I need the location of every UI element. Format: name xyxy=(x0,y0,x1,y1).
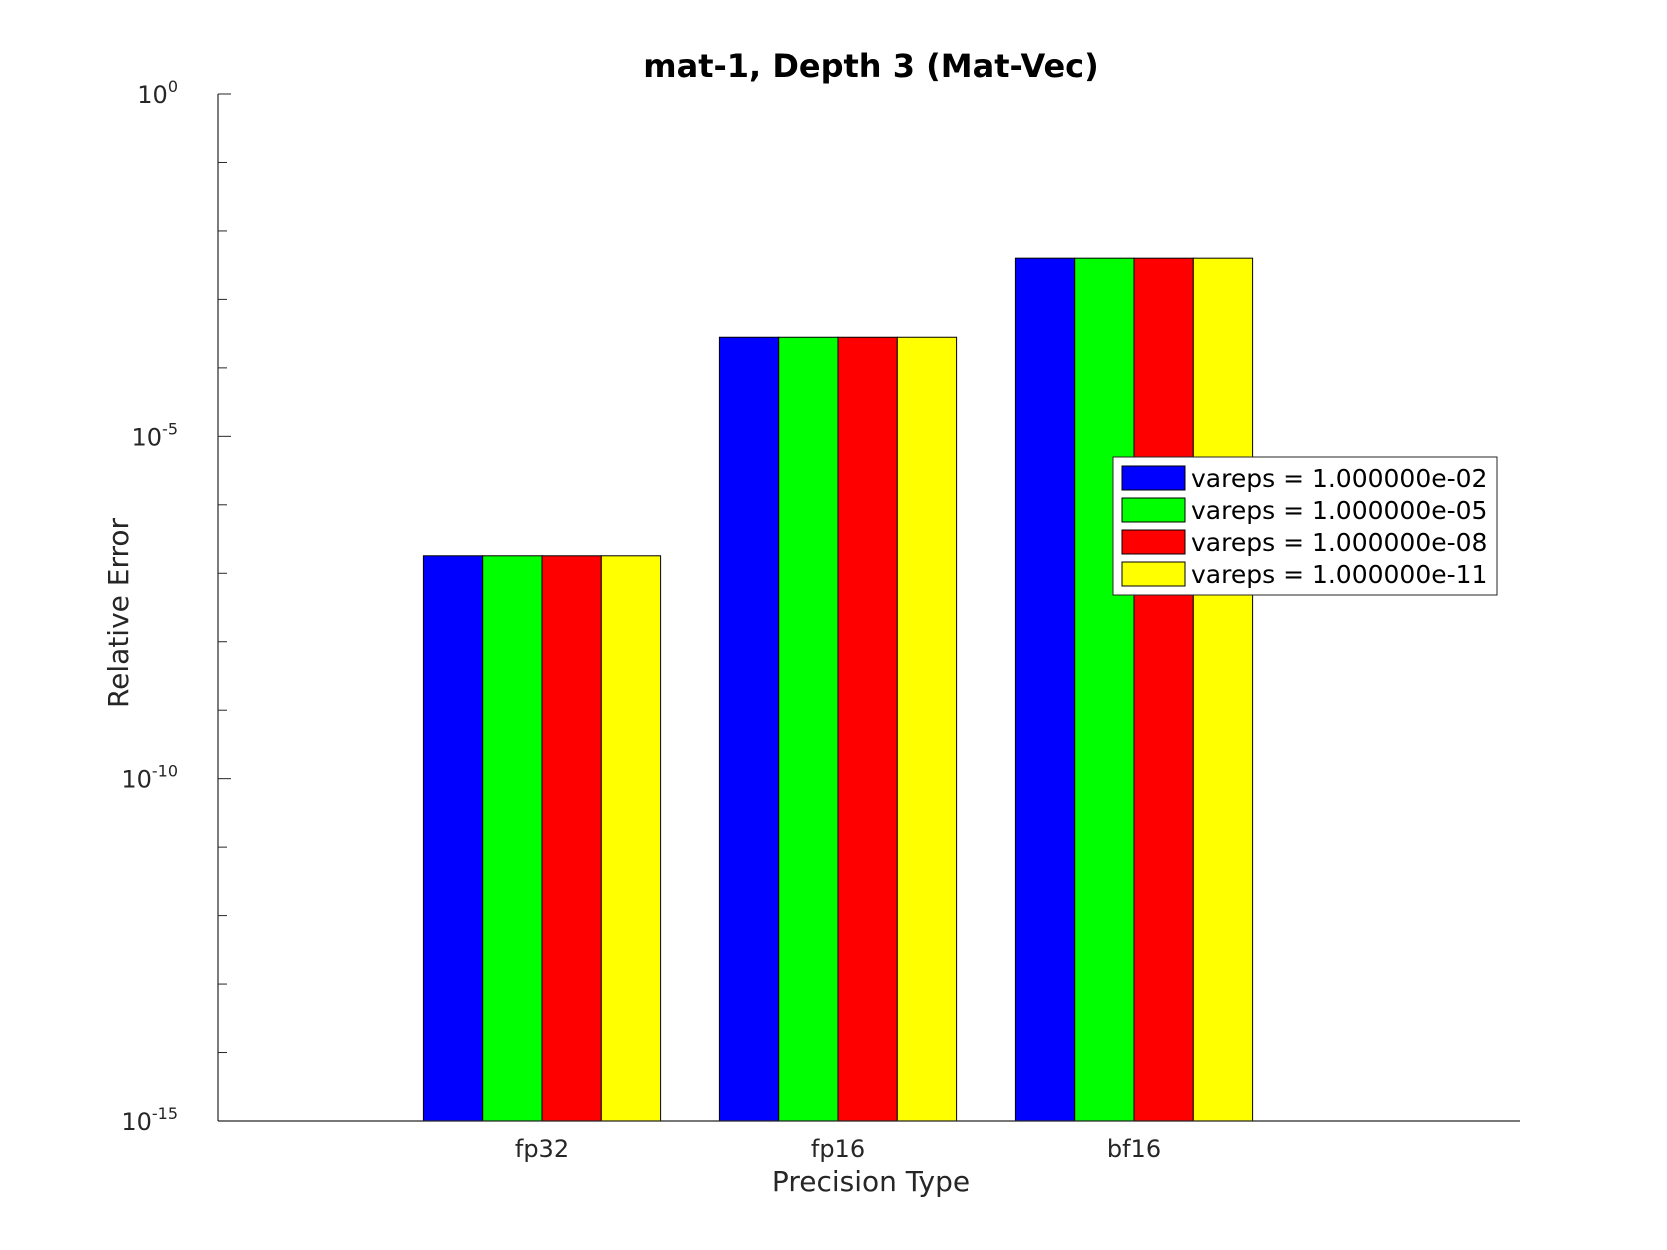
y-tick-label: 10-15 xyxy=(121,1104,178,1136)
bar xyxy=(1192,257,1254,1122)
y-tick-base: 10 xyxy=(121,1108,152,1136)
legend: vareps = 1.000000e-02 vareps = 1.000000e-… xyxy=(1112,456,1498,596)
legend-swatch xyxy=(1121,465,1186,491)
y-tick-exponent: -10 xyxy=(152,762,178,781)
y-tick-exponent: -5 xyxy=(162,419,178,438)
bar xyxy=(1133,257,1194,1122)
chart-title: mat-1, Depth 3 (Mat-Vec) xyxy=(643,47,1099,85)
y-tick-base: 10 xyxy=(132,423,163,451)
y-tick-label: 10-5 xyxy=(132,419,179,451)
bars-group xyxy=(422,257,1254,1122)
bar xyxy=(482,555,543,1122)
y-tick-exponent: 0 xyxy=(168,77,178,96)
legend-label: vareps = 1.000000e-05 xyxy=(1191,496,1487,525)
legend-swatch xyxy=(1121,529,1186,555)
y-tick-base: 10 xyxy=(121,766,152,794)
y-tick-label: 10-10 xyxy=(121,762,178,794)
y-axis-label: Relative Error xyxy=(102,517,135,708)
bar xyxy=(778,336,839,1122)
bar xyxy=(896,336,958,1122)
x-tick-label: bf16 xyxy=(1107,1135,1161,1163)
legend-label: vareps = 1.000000e-11 xyxy=(1191,560,1487,589)
y-tick-exponent: -15 xyxy=(152,1104,178,1123)
y-tick-base: 10 xyxy=(137,81,168,109)
legend-label: vareps = 1.000000e-02 xyxy=(1191,464,1487,493)
legend-swatch xyxy=(1121,497,1186,523)
bar xyxy=(422,555,484,1122)
bar xyxy=(1014,257,1076,1122)
legend-label: vareps = 1.000000e-08 xyxy=(1191,528,1487,557)
bar xyxy=(718,336,780,1122)
x-axis-label: Precision Type xyxy=(772,1165,970,1198)
y-tick-label: 100 xyxy=(137,77,178,109)
x-tick-label: fp16 xyxy=(811,1135,865,1163)
bar xyxy=(837,336,898,1122)
legend-swatch xyxy=(1121,561,1186,587)
bar xyxy=(541,555,602,1122)
x-tick-label: fp32 xyxy=(515,1135,569,1163)
bar xyxy=(1074,257,1135,1122)
bar xyxy=(600,555,662,1122)
